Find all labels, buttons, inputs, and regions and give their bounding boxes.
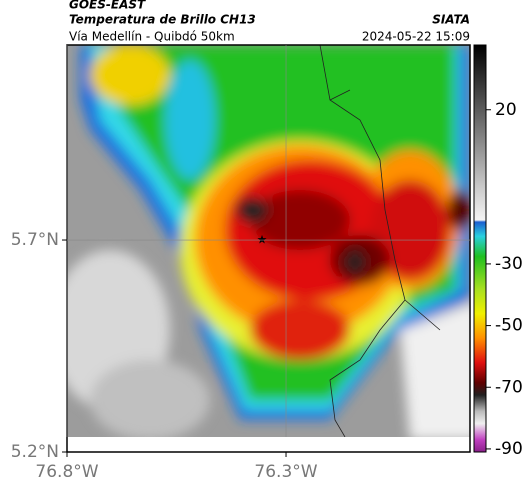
satellite: GOES-EAST <box>69 0 146 12</box>
colorbar-tick-label: -90 <box>495 439 523 459</box>
colorbar-tick-label: -70 <box>495 377 523 397</box>
x-tick-label: 76.8°W <box>35 462 98 482</box>
source: SIATA <box>432 13 470 27</box>
satellite-image: ★ <box>67 45 470 437</box>
colorbar <box>473 44 487 453</box>
y-tick-label: 5.7°N <box>11 230 59 250</box>
y-tick-label: 5.2°N <box>11 442 59 462</box>
route: Vía Medellín - Quibdó 50km <box>69 30 235 44</box>
no-data-strip <box>67 437 470 452</box>
product: Temperatura de Brillo CH13 <box>69 13 256 27</box>
timestamp: 2024-05-22 15:09 <box>362 30 470 44</box>
colorbar-tick-label: 20 <box>495 100 517 120</box>
svg-text:★: ★ <box>257 233 268 247</box>
colorbar-tick-label: -50 <box>495 316 523 336</box>
x-tick-label: 76.3°W <box>254 462 317 482</box>
colorbar-tick-label: -30 <box>495 254 523 274</box>
